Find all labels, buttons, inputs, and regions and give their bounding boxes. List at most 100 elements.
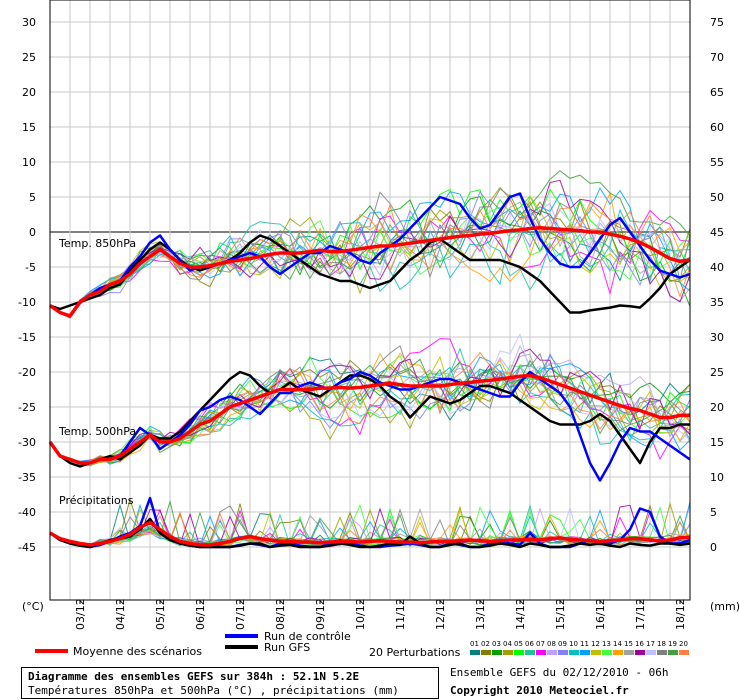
- x-tick-label: 13/12: [474, 598, 487, 630]
- left-tick-label: -10: [18, 296, 36, 309]
- perturbation-swatch-05: [514, 650, 524, 655]
- x-tick-label: 11/12: [394, 598, 407, 630]
- x-tick-label: 04/12: [114, 598, 127, 630]
- gfs-line-t500: [48, 370, 690, 468]
- legend-mean-label: Moyenne des scénarios: [73, 645, 202, 658]
- right-tick-label: 5: [710, 506, 717, 519]
- perturbation-legend: 01 02 03 04 05 06 07 08 09 10 11 12 13 14 15 16 17 18 19 20: [470, 640, 689, 655]
- perturbation-swatch-20: [679, 650, 689, 655]
- perturbation-code-15: 15: [624, 640, 633, 648]
- x-tick-label: 18/12: [674, 598, 687, 630]
- perturbation-code-10: 10: [569, 640, 578, 648]
- perturbation-code-12: 12: [591, 640, 600, 648]
- perturbation-swatch-12: [591, 650, 601, 655]
- x-tick-label: 06/12: [194, 598, 207, 630]
- left-tick-label: -30: [18, 436, 36, 449]
- perturbation-swatch-17: [646, 650, 656, 655]
- perturbation-code-09: 09: [558, 640, 567, 648]
- perturbation-swatch-18: [657, 650, 667, 655]
- perturbation-code-16: 16: [635, 640, 644, 648]
- right-tick-label: 30: [710, 331, 724, 344]
- control-line-t500: [48, 370, 691, 482]
- x-tick-label: 09/12: [314, 598, 327, 630]
- legend-perturbations-label: 20 Perturbations: [369, 646, 461, 659]
- x-tick-label: 08/12: [274, 598, 287, 630]
- perturbation-swatch-06: [525, 650, 535, 655]
- perturbation-code-02: 02: [481, 640, 490, 648]
- left-tick-label: -25: [18, 401, 36, 414]
- x-tick-label: 03/12: [74, 598, 87, 630]
- left-tick-label: -45: [18, 541, 36, 554]
- right-tick-label: 10: [710, 471, 724, 484]
- perturbation-code-13: 13: [602, 640, 611, 648]
- x-tick-label: 07/12: [234, 598, 247, 630]
- right-tick-label: 35: [710, 296, 724, 309]
- right-tick-label: 55: [710, 156, 724, 169]
- perturbation-code-05: 05: [514, 640, 523, 648]
- perturbation-code-14: 14: [613, 640, 622, 648]
- right-tick-label: 15: [710, 436, 724, 449]
- perturbation-code-07: 07: [536, 640, 545, 648]
- label-t850: Temp. 850hPa: [58, 237, 136, 250]
- footer-title-box: Diagramme des ensembles GEFS sur 384h : …: [21, 667, 439, 699]
- legend-gfs-label: Run GFS: [264, 641, 310, 654]
- right-tick-label: 50: [710, 191, 724, 204]
- right-unit: (mm): [710, 600, 740, 613]
- right-tick-label: 65: [710, 86, 724, 99]
- left-tick-label: -15: [18, 331, 36, 344]
- perturbation-code-03: 03: [492, 640, 501, 648]
- left-tick-label: 25: [22, 51, 36, 64]
- perturbation-code-18: 18: [657, 640, 666, 648]
- perturbation-t500-19: [49, 358, 691, 465]
- mean-line-t850: [48, 226, 691, 318]
- perturbation-code-04: 04: [503, 640, 512, 648]
- perturbation-swatch-13: [602, 650, 612, 655]
- left-tick-label: -20: [18, 366, 36, 379]
- perturbation-swatch-19: [668, 650, 678, 655]
- perturbation-code-11: 11: [580, 640, 589, 648]
- perturbation-code-08: 08: [547, 640, 556, 648]
- right-tick-label: 60: [710, 121, 724, 134]
- left-unit: (°C): [22, 600, 44, 613]
- left-tick-label: 20: [22, 86, 36, 99]
- x-tick-label: 17/12: [634, 598, 647, 630]
- x-tick-label: 10/12: [354, 598, 367, 630]
- right-tick-label: 25: [710, 366, 724, 379]
- chart-title: Diagramme des ensembles GEFS sur 384h : …: [28, 670, 360, 683]
- perturbation-swatch-15: [624, 650, 634, 655]
- left-tick-label: 15: [22, 121, 36, 134]
- x-tick-label: 16/12: [594, 598, 607, 630]
- x-tick-label: 15/12: [554, 598, 567, 630]
- perturbation-swatch-07: [536, 650, 546, 655]
- mean-line-precip: [49, 520, 691, 547]
- left-tick-label: 0: [29, 226, 36, 239]
- perturbation-swatch-10: [569, 650, 579, 655]
- perturbation-swatch-11: [580, 650, 590, 655]
- perturbation-code-20: 20: [679, 640, 688, 648]
- x-tick-label: 05/12: [154, 598, 167, 630]
- perturbation-swatch-16: [635, 650, 645, 655]
- label-precip: Précipitations: [59, 494, 134, 507]
- left-tick-label: 30: [22, 16, 36, 29]
- perturbation-code-01: 01: [470, 640, 479, 648]
- copyright: Copyright 2010 Meteociel.fr: [450, 684, 629, 697]
- label-t500: Temp. 500hPa: [58, 425, 136, 438]
- x-tick-label: 14/12: [514, 598, 527, 630]
- left-tick-label: -5: [25, 261, 36, 274]
- left-tick-label: 10: [22, 156, 36, 169]
- legend-control-label: Run de contrôle: [264, 630, 351, 643]
- run-info: Ensemble GEFS du 02/12/2010 - 06h: [450, 666, 669, 679]
- perturbation-code-06: 06: [525, 640, 534, 648]
- perturbation-swatch-03: [492, 650, 502, 655]
- control-line-t850: [49, 192, 691, 318]
- mean-line-t500: [48, 373, 690, 465]
- perturbation-swatch-08: [547, 650, 557, 655]
- left-tick-label: -35: [18, 471, 36, 484]
- perturbation-t850-12: [49, 195, 691, 315]
- perturbation-code-17: 17: [646, 640, 655, 648]
- plot-frame: [49, 0, 691, 601]
- chart-subtitle: Températures 850hPa et 500hPa (°C) , pré…: [28, 684, 399, 697]
- right-tick-label: 75: [710, 16, 724, 29]
